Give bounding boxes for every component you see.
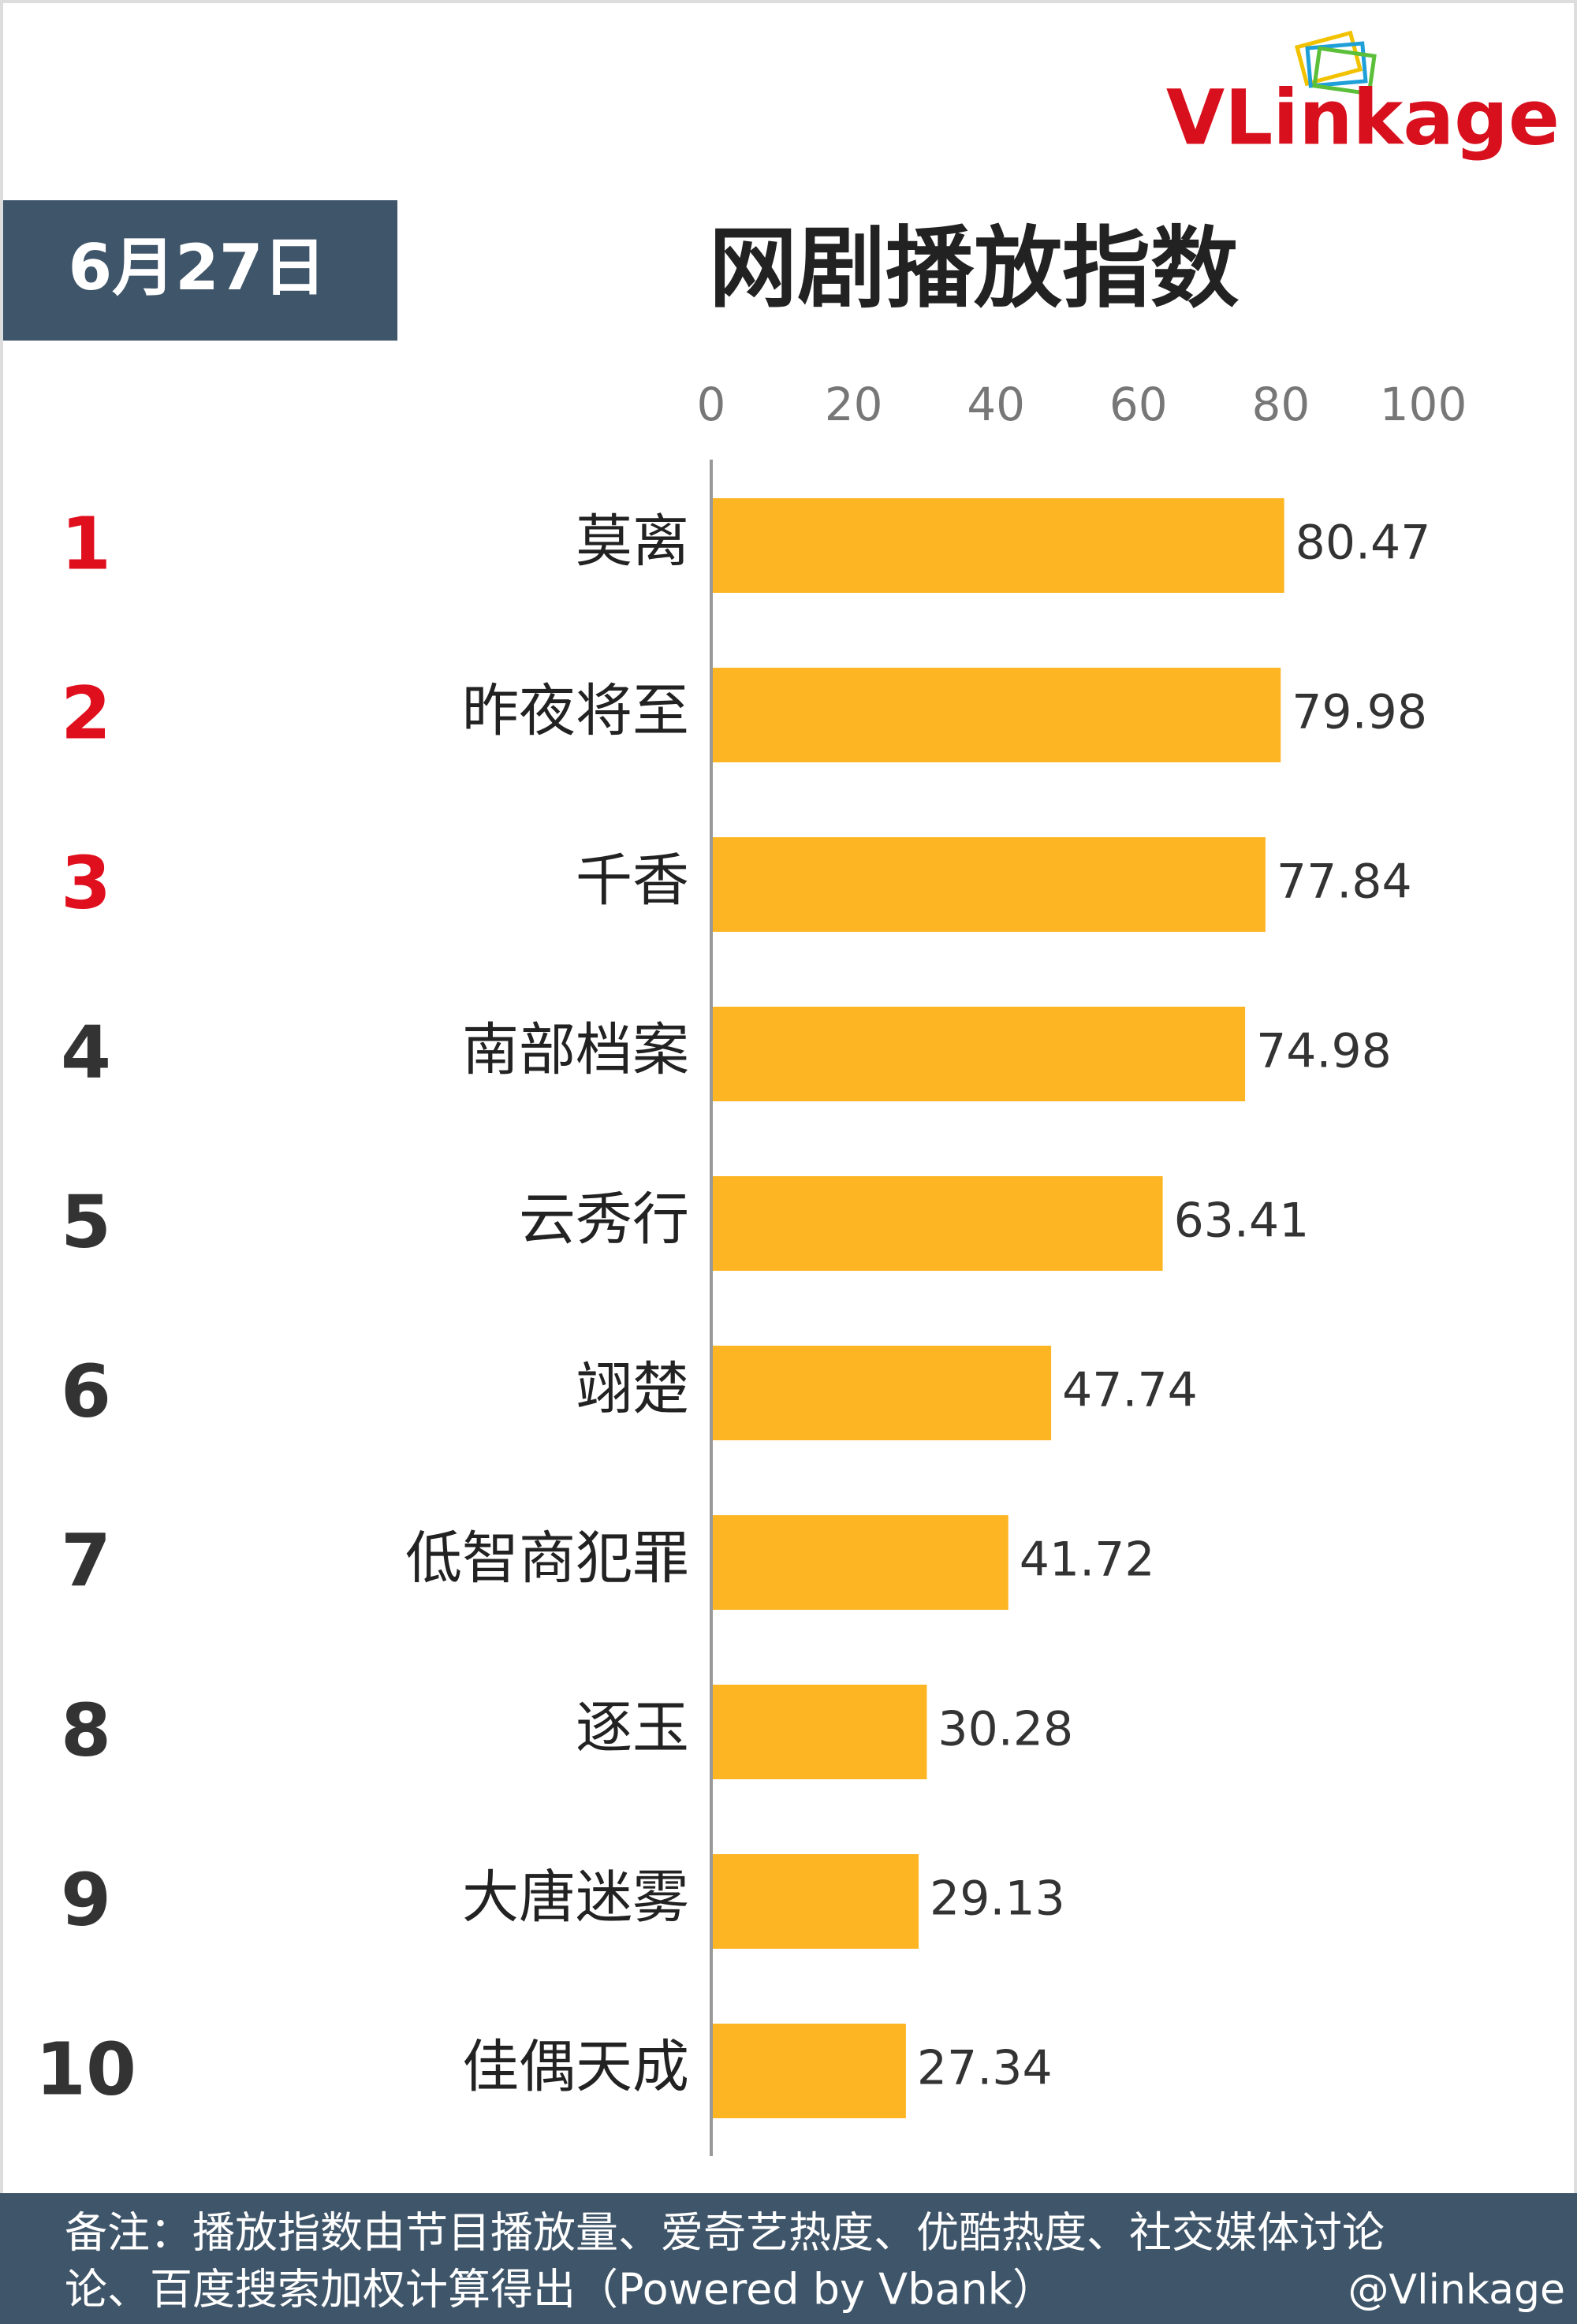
bar <box>711 1007 1246 1101</box>
rank: 6 <box>61 1349 111 1433</box>
bar <box>711 1854 919 1949</box>
value-label: 29.13 <box>930 1871 1065 1927</box>
category-label: 昨夜将至 <box>462 678 689 744</box>
category-label: 莫离 <box>576 508 689 575</box>
bar <box>711 668 1281 762</box>
logo: VLinkage <box>1166 73 1560 162</box>
bar <box>711 1685 927 1779</box>
category-label: 低智商犯罪 <box>405 1525 689 1592</box>
category-label: 云秀行 <box>519 1186 689 1253</box>
category-label: 逐玉 <box>576 1695 689 1761</box>
value-label: 74.98 <box>1256 1024 1392 1079</box>
bar <box>711 1515 1008 1610</box>
value-label: 80.47 <box>1296 516 1431 571</box>
date-box <box>3 200 397 341</box>
rank: 10 <box>35 2027 136 2111</box>
category-label: 千香 <box>576 847 689 914</box>
chart-title: 网剧播放指数 <box>709 218 1239 320</box>
rank: 5 <box>61 1179 111 1264</box>
category-label: 佳偶天成 <box>462 2034 689 2100</box>
footer-note: 备注：播放指数由节目播放量、爱奇艺热度、优酷热度、社交媒体讨论 <box>65 2208 1385 2258</box>
x-tick-label: 0 <box>697 378 726 431</box>
bar <box>711 1176 1163 1271</box>
rank: 3 <box>61 840 111 925</box>
value-label: 41.72 <box>1020 1533 1155 1588</box>
rank: 9 <box>61 1857 111 1942</box>
value-label: 30.28 <box>938 1702 1073 1757</box>
category-label: 翊楚 <box>576 1356 689 1422</box>
x-tick-label: 40 <box>967 378 1025 431</box>
bar <box>711 1346 1052 1440</box>
x-tick-label: 80 <box>1251 378 1310 431</box>
x-tick-label: 60 <box>1109 378 1168 431</box>
date: 6月27日 <box>69 231 326 304</box>
rank: 2 <box>61 671 111 755</box>
value-label: 63.41 <box>1174 1194 1310 1249</box>
rank: 1 <box>61 501 111 586</box>
x-tick-label: 100 <box>1380 378 1467 431</box>
value-label: 77.84 <box>1277 855 1412 910</box>
rank: 4 <box>61 1010 111 1094</box>
bar <box>711 498 1284 593</box>
value-label: 79.98 <box>1292 685 1427 740</box>
bar <box>711 2024 906 2118</box>
rank: 8 <box>61 1688 111 1772</box>
footer-band <box>0 2193 1577 2324</box>
x-tick-label: 20 <box>825 378 883 431</box>
rank: 7 <box>61 1518 111 1603</box>
watermark: @Vlinkage <box>1348 2266 1566 2314</box>
bar <box>711 837 1266 932</box>
value-label: 27.34 <box>917 2041 1053 2096</box>
value-label: 47.74 <box>1062 1363 1198 1418</box>
logo-icon <box>1294 30 1377 96</box>
footer-note: 论、百度搜索加权计算得出（Powered by Vbank） <box>65 2265 1055 2315</box>
category-label: 大唐迷雾 <box>462 1864 689 1931</box>
category-label: 南部档案 <box>462 1017 689 1083</box>
